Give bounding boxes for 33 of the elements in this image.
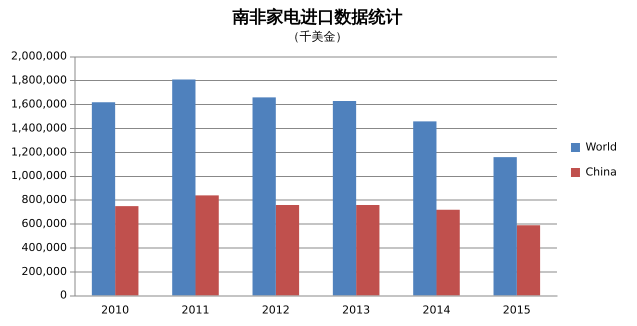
- y-tick-label: 200,000: [21, 264, 67, 278]
- legend-label: China: [585, 165, 617, 178]
- y-tick-label: 0: [60, 288, 67, 302]
- bar: [195, 195, 219, 296]
- bar: [252, 97, 276, 296]
- bar: [276, 204, 300, 296]
- chart-subtitle: （千美金）: [288, 30, 348, 44]
- x-tick-label: 2010: [101, 303, 130, 316]
- bar: [172, 80, 196, 296]
- y-tick-label: 400,000: [21, 240, 67, 254]
- chart-title: 南非家电进口数据统计: [232, 8, 402, 28]
- y-tick-label: 1,200,000: [11, 145, 67, 158]
- y-tick-label: 1,800,000: [11, 74, 67, 87]
- bar: [356, 204, 380, 296]
- y-tick-label: 1,600,000: [11, 97, 67, 110]
- y-tick-label: 1,400,000: [11, 121, 67, 134]
- bar: [436, 210, 460, 296]
- y-tick-label: 600,000: [21, 216, 67, 230]
- y-tick-label: 1,000,000: [11, 169, 67, 182]
- bar: [115, 206, 138, 296]
- bar: [332, 101, 356, 296]
- legend-label: World: [585, 140, 618, 154]
- y-tick-label: 800,000: [21, 193, 67, 206]
- x-tick-label: 2014: [422, 303, 450, 316]
- bar: [494, 157, 517, 296]
- x-tick-label: 2011: [181, 303, 210, 316]
- bar: [92, 102, 116, 296]
- x-tick-label: 2012: [262, 303, 290, 316]
- x-tick-label: 2013: [342, 303, 370, 316]
- bar: [516, 225, 540, 296]
- x-tick-label: 2015: [502, 303, 531, 316]
- bar: [413, 121, 436, 296]
- y-tick-label: 2,000,000: [11, 50, 67, 63]
